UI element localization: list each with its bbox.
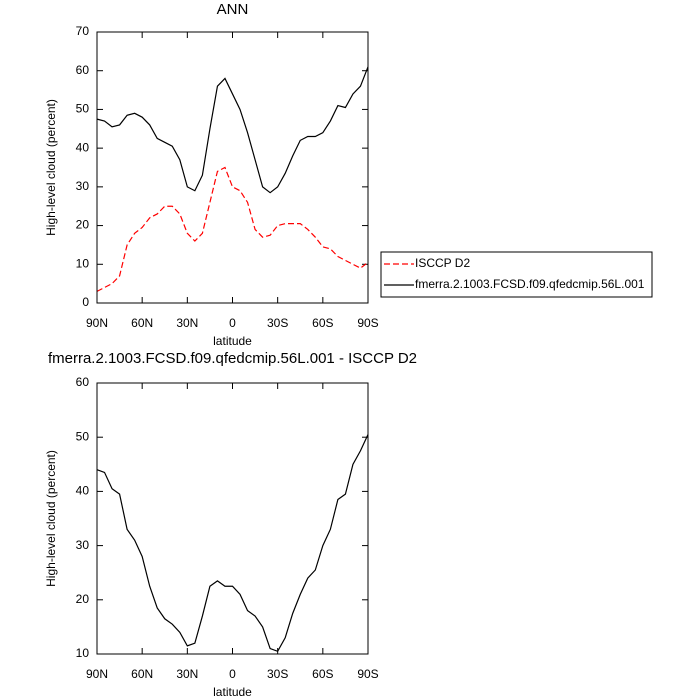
y-tick-label: 70 <box>76 24 90 38</box>
x-tick-label: 90S <box>357 667 378 681</box>
legend-label: ISCCP D2 <box>415 256 470 270</box>
y-tick-label: 30 <box>76 538 90 552</box>
x-tick-label: 60S <box>312 667 333 681</box>
plot-frame <box>96 31 369 304</box>
y-tick-label: 50 <box>76 429 90 443</box>
x-tick-label: 90S <box>357 316 378 330</box>
legend: ISCCP D2 fmerra.2.1003.FCSD.f09.qfedcmip.… <box>380 251 653 298</box>
x-tick-label: 60N <box>131 316 153 330</box>
x-axis-label: latitude <box>213 685 252 699</box>
x-tick-label: 90N <box>86 667 108 681</box>
x-tick-label: 30S <box>267 667 288 681</box>
legend-label: fmerra.2.1003.FCSD.f09.qfedcmip.56L.001 <box>415 277 645 291</box>
y-axis-label: High-level cloud (percent) <box>44 450 58 587</box>
x-tick-label: 30N <box>176 667 198 681</box>
data-line <box>96 66 369 194</box>
y-tick-label: 10 <box>76 646 90 660</box>
y-tick-label: 50 <box>76 102 90 116</box>
y-tick-label: 20 <box>76 592 90 606</box>
y-tick-label: 60 <box>76 375 90 389</box>
x-tick-label: 60N <box>131 667 153 681</box>
x-tick-label: 60S <box>312 316 333 330</box>
x-tick-label: 30N <box>176 316 198 330</box>
y-tick-label: 60 <box>76 63 90 77</box>
y-tick-label: 10 <box>76 256 90 270</box>
plot-frame <box>96 382 369 655</box>
y-tick-label: 30 <box>76 179 90 193</box>
x-tick-label: 90N <box>86 316 108 330</box>
x-tick-label: 0 <box>229 316 236 330</box>
legend-box <box>380 251 653 298</box>
x-tick-label: 0 <box>229 667 236 681</box>
y-tick-label: 20 <box>76 218 90 232</box>
chart-title: ANN <box>217 1 249 18</box>
y-tick-label: 40 <box>76 484 90 498</box>
y-axis-label: High-level cloud (percent) <box>44 99 58 236</box>
x-tick-label: 30S <box>267 316 288 330</box>
y-tick-label: 0 <box>82 295 89 309</box>
y-tick-label: 40 <box>76 140 90 154</box>
data-line <box>96 434 369 653</box>
x-axis-label: latitude <box>213 334 252 348</box>
data-line <box>96 166 369 292</box>
chart-title: fmerra.2.1003.FCSD.f09.qfedcmip.56L.001 … <box>48 350 417 367</box>
